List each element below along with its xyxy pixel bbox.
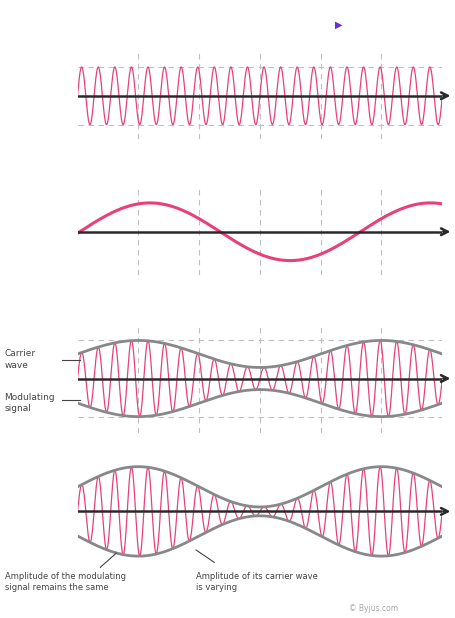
Text: Amplitude of the modulating
signal remains the same: Amplitude of the modulating signal remai… — [5, 572, 125, 593]
Text: Amplitude of its carrier wave
is varying: Amplitude of its carrier wave is varying — [196, 572, 317, 593]
Text: Carrier
wave: Carrier wave — [5, 349, 35, 370]
Text: ▶: ▶ — [334, 20, 342, 30]
Text: The Learning App: The Learning App — [368, 33, 420, 38]
Text: BYJU'S: BYJU'S — [374, 15, 414, 25]
Circle shape — [286, 12, 384, 39]
Text: Modulating
signal: Modulating signal — [5, 392, 55, 413]
Text: © Byjus.com: © Byjus.com — [349, 604, 398, 613]
